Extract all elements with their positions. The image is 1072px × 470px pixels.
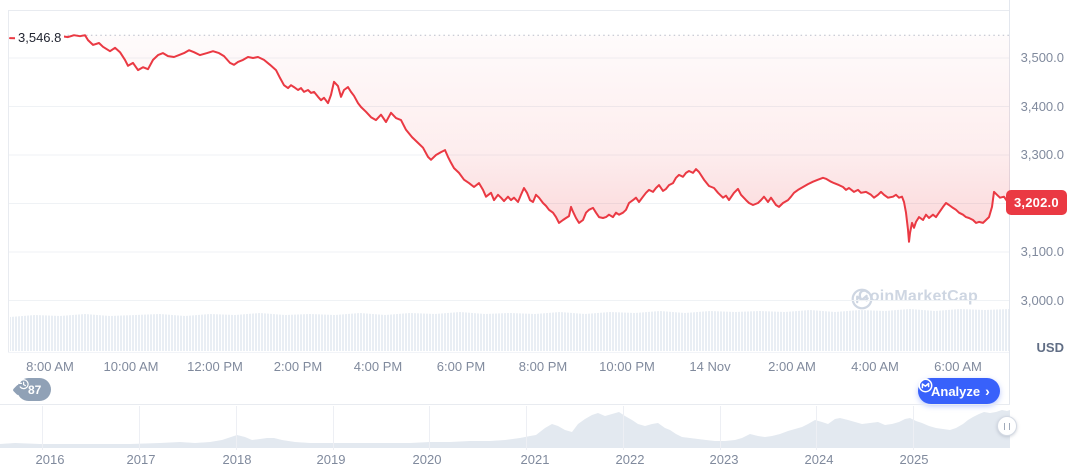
x-axis-label: 14 Nov <box>689 359 731 374</box>
drag-handle-icon <box>1004 422 1010 430</box>
timeline-year-label: 2022 <box>615 452 645 467</box>
open-price-label: 3,546.8 <box>15 30 65 46</box>
y-axis-label: 3,500.0 <box>1020 50 1064 65</box>
timeline-year-separator <box>720 406 721 450</box>
x-axis-label: 8:00 AM <box>26 359 74 374</box>
history-count-badge[interactable]: 87 <box>17 378 52 401</box>
volume-bars <box>10 309 1009 351</box>
x-axis-label: 6:00 PM <box>436 359 486 374</box>
price-line <box>9 34 1011 243</box>
analyze-button[interactable]: Analyze › <box>918 378 1000 404</box>
timeline-year-label: 2016 <box>35 452 65 467</box>
timeline-year-separator <box>42 406 43 450</box>
timeline-year-label: 2021 <box>520 452 550 467</box>
timeline-year-separator <box>333 406 334 450</box>
x-axis-label: 2:00 PM <box>273 359 323 374</box>
price-chart-plot[interactable] <box>0 0 1072 405</box>
timeline-drag-handle[interactable] <box>997 416 1017 436</box>
timeline-year-label: 2018 <box>222 452 252 467</box>
analyze-label: Analyze <box>931 383 981 399</box>
timeline-year-separator <box>913 406 914 450</box>
chevron-right-icon: › <box>985 382 990 399</box>
x-axis-label: 4:00 AM <box>851 359 899 374</box>
timeline-year-label: 2019 <box>316 452 346 467</box>
x-axis-label: 10:00 AM <box>103 359 159 374</box>
y-axis-label: 3,100.0 <box>1020 244 1064 259</box>
x-axis-label: 2:00 AM <box>768 359 816 374</box>
timeline-year-separator <box>526 406 527 450</box>
timeline-year-label: 2023 <box>709 452 739 467</box>
currency-label: USD <box>1036 340 1064 355</box>
timeline-year-label: 2024 <box>804 452 834 467</box>
x-axis-label: 12:00 PM <box>187 359 243 374</box>
x-axis-label: 4:00 PM <box>353 359 403 374</box>
timeline-year-separator <box>429 406 430 450</box>
price-area-fill <box>10 35 1010 242</box>
timeline-year-label: 2020 <box>412 452 442 467</box>
x-axis-label: 6:00 AM <box>934 359 982 374</box>
timeline-year-separator <box>236 406 237 450</box>
y-axis-label: 3,300.0 <box>1020 147 1064 162</box>
timeline-year-label: 2025 <box>899 452 929 467</box>
x-axis-label: 8:00 PM <box>518 359 568 374</box>
timeline-year-label: 2017 <box>126 452 156 467</box>
x-axis-label: 10:00 PM <box>599 359 655 374</box>
timeline-overview-area <box>0 410 1010 448</box>
timeline-year-separator <box>623 406 624 450</box>
current-price-badge: 3,202.0 <box>1006 190 1067 215</box>
history-count: 87 <box>28 382 42 397</box>
y-axis-label: 3,400.0 <box>1020 99 1064 114</box>
timeline-year-separator <box>139 406 140 450</box>
timeline-brush[interactable] <box>0 405 1072 470</box>
timeline-year-separator <box>816 406 817 450</box>
timeline-top-border <box>0 404 1010 405</box>
y-axis-label: 3,000.0 <box>1020 293 1064 308</box>
